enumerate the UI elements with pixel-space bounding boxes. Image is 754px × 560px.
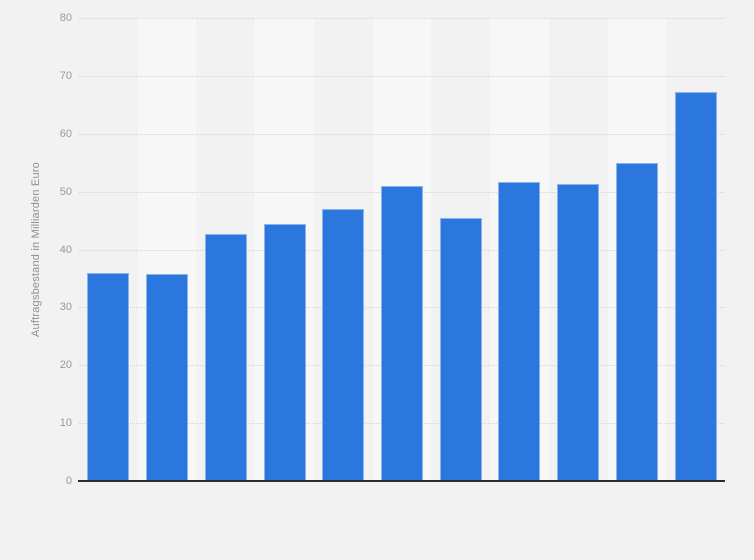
y-tick-0: 0 bbox=[65, 475, 72, 487]
bar-3[interactable] bbox=[204, 233, 247, 481]
x-axis-line bbox=[78, 480, 725, 482]
bar-6[interactable] bbox=[381, 185, 423, 481]
bar-1[interactable] bbox=[87, 273, 130, 481]
y-tick-30: 30 bbox=[59, 301, 72, 314]
y-tick-10: 10 bbox=[59, 417, 72, 430]
bar-4[interactable] bbox=[263, 224, 306, 481]
y-tick-80: 80 bbox=[59, 12, 72, 24]
bar-5[interactable] bbox=[322, 209, 365, 481]
y-tick-50: 50 bbox=[59, 185, 72, 198]
y-tick-40: 40 bbox=[59, 243, 72, 256]
bar-2[interactable] bbox=[146, 274, 189, 481]
gridline-70 bbox=[79, 75, 725, 77]
gridline-80 bbox=[79, 18, 725, 19]
gridline-60 bbox=[79, 133, 725, 135]
y-tick-20: 20 bbox=[59, 359, 72, 372]
bar-10[interactable] bbox=[615, 162, 658, 481]
y-tick-70: 70 bbox=[59, 69, 72, 82]
bar-8[interactable] bbox=[498, 182, 541, 481]
bar-7[interactable] bbox=[439, 217, 482, 481]
bar-9[interactable] bbox=[557, 184, 600, 481]
plot-area bbox=[78, 18, 725, 482]
y-tick-60: 60 bbox=[59, 127, 72, 140]
bar-11[interactable] bbox=[674, 92, 717, 481]
